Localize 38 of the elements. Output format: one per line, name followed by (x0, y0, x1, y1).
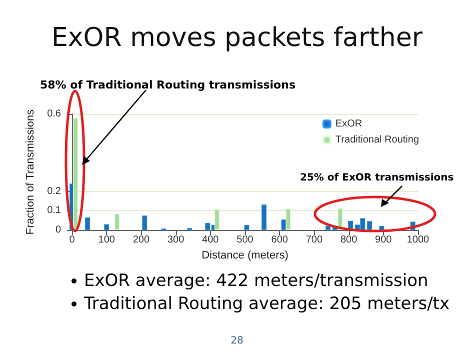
y-tick-label: 0 (55, 224, 62, 236)
bar (286, 208, 291, 230)
x-axis-title: Distance (meters) (202, 250, 288, 262)
text: 28 (230, 336, 244, 346)
bar (244, 224, 250, 230)
bar (114, 214, 120, 230)
bar (142, 216, 148, 230)
x-tick-label: 600 (271, 234, 288, 246)
y-tick-label: 0.2 (47, 186, 62, 197)
bar (281, 220, 286, 230)
y-axis-title: Fraction of Transmissions (24, 108, 37, 235)
legend-label: ExOR (335, 118, 362, 130)
bar (214, 209, 220, 230)
x-tick-label: 700 (306, 234, 323, 246)
x-tick-label: 300 (167, 234, 185, 246)
text: ExOR average: 422 meters/transmission (84, 271, 428, 291)
text: 58% of Traditional Routing transmissions (40, 78, 296, 92)
x-tick-label: 400 (202, 234, 220, 246)
y-tick-label: 0.6 (47, 108, 62, 120)
x-tick-label: 0 (69, 234, 76, 246)
chart-title: ExOR moves packets farther (51, 23, 423, 53)
bar (205, 223, 210, 230)
bar (104, 224, 110, 230)
x-tick-label: 100 (98, 234, 116, 246)
x-tick-label: 900 (375, 234, 392, 246)
x-tick-label: 200 (132, 234, 150, 246)
x-tick-label: 1000 (406, 234, 430, 246)
bar (326, 226, 331, 230)
bar (85, 217, 90, 230)
bar (367, 221, 372, 230)
legend-label: Traditional Routing (335, 134, 420, 146)
y-tick-label: 0.1 (47, 205, 62, 216)
annotation: 25% of ExOR transmissions (300, 172, 454, 184)
x-tick-label: 800 (340, 234, 358, 246)
text: Traditional Routing average: 205 meters/tx (83, 294, 450, 314)
bar (262, 204, 267, 230)
x-tick-label: 500 (236, 234, 254, 246)
bar (72, 118, 78, 230)
